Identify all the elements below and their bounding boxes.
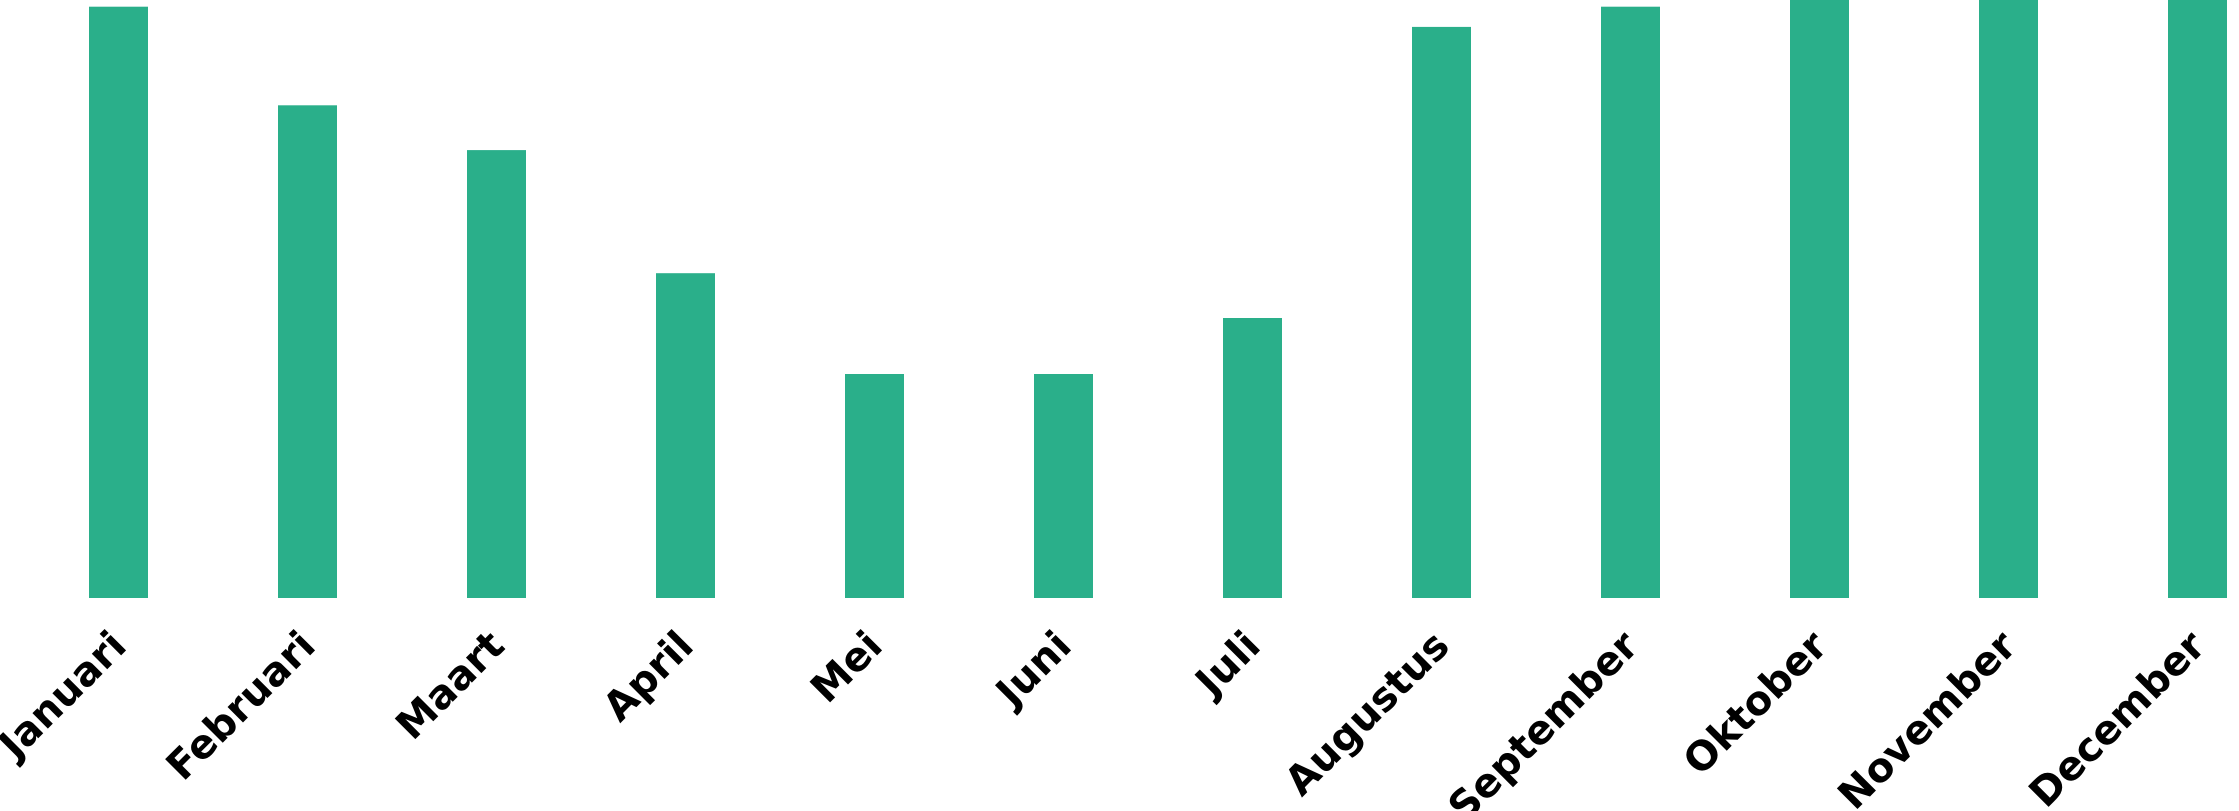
x-tick-label-november: November bbox=[1829, 622, 2025, 811]
x-axis-tick-labels: Januari Februari Maart April Mei Juni Juli Augu… bbox=[0, 622, 2215, 811]
x-tick-label-mei: Mei bbox=[802, 623, 892, 713]
bar-maart bbox=[467, 150, 526, 598]
x-tick-label-juni: Juni bbox=[985, 623, 1080, 718]
bar-november bbox=[1979, 0, 2038, 598]
bar-juni bbox=[1034, 374, 1093, 598]
x-tick-label-maart: Maart bbox=[387, 623, 513, 749]
x-tick-label-januari: Januari bbox=[0, 623, 136, 770]
bar-januari bbox=[89, 6, 148, 598]
bar-april bbox=[656, 273, 715, 598]
x-tick-label-oktober: Oktober bbox=[1675, 622, 1837, 784]
x-tick-label-augustus: Augustus bbox=[1276, 623, 1458, 805]
bar-mei bbox=[845, 374, 904, 598]
bar-augustus bbox=[1412, 26, 1471, 598]
bars-group bbox=[89, 0, 2227, 598]
x-tick-label-december: December bbox=[2021, 622, 2215, 811]
bar-februari bbox=[278, 105, 337, 598]
x-tick-label-juli: Juli bbox=[1185, 623, 1270, 708]
bar-december bbox=[2168, 0, 2227, 598]
x-tick-label-september: September bbox=[1440, 622, 1648, 811]
x-tick-label-april: April bbox=[595, 623, 703, 731]
bar-juli bbox=[1223, 318, 1282, 598]
bar-oktober bbox=[1790, 0, 1849, 598]
bar-september bbox=[1601, 6, 1660, 598]
x-tick-label-februari: Februari bbox=[158, 623, 325, 790]
